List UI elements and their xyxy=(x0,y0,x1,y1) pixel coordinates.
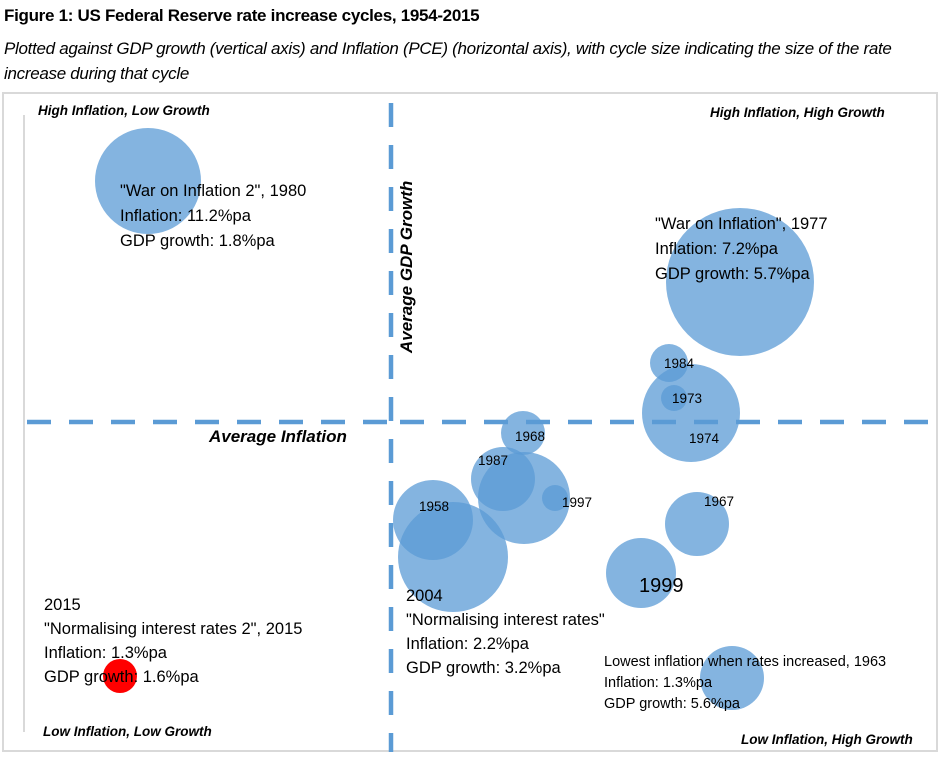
annotation-line: GDP growth: 5.7%pa xyxy=(655,265,811,283)
annotation-line: Inflation: 2.2%pa xyxy=(406,635,530,653)
annotation-line: GDP growth: 3.2%pa xyxy=(406,659,562,677)
bubble-label-1968: 1968 xyxy=(515,429,545,444)
annotation-line: "Normalising interest rates" xyxy=(406,611,605,629)
bubble-2004 xyxy=(398,502,508,612)
bubble-label-1987: 1987 xyxy=(478,453,508,468)
annotation-1963: Lowest inflation when rates increased, 1… xyxy=(604,654,886,712)
annotation-1980: "War on Inflation 2", 1980 Inflation: 11.… xyxy=(120,182,306,250)
x-axis-label: Average Inflation xyxy=(208,427,347,446)
annotation-line: 1967 xyxy=(704,494,734,509)
quadrant-label-bottom-left: Low Inflation, Low Growth xyxy=(43,724,212,739)
annotation-2015: 2015 "Normalising interest rates 2", 2015… xyxy=(44,596,302,686)
quadrant-label-bottom-right: Low Inflation, High Growth xyxy=(741,732,913,747)
annotation-line: 1984 xyxy=(664,356,695,371)
annotation-line: Lowest inflation when rates increased, 1… xyxy=(604,654,886,670)
quadrant-label-top-right: High Inflation, High Growth xyxy=(710,105,885,120)
bubble-label-1967: 1967 xyxy=(704,494,734,509)
annotation-line: 2015 xyxy=(44,596,81,614)
y-axis-label: Average GDP Growth xyxy=(397,181,416,354)
bubble-1977 xyxy=(666,208,814,356)
annotation-line: 1973 xyxy=(672,391,702,406)
chart-frame xyxy=(2,92,938,752)
annotation-2004: 2004 "Normalising interest rates" Inflatio… xyxy=(406,587,605,677)
annotation-line: Inflation: 1.3%pa xyxy=(44,644,168,662)
annotation-line: 1997 xyxy=(562,495,592,510)
bubble-label-1984: 1984 xyxy=(664,356,695,371)
annotation-line: Inflation: 1.3%pa xyxy=(604,675,713,691)
bubble-1999 xyxy=(606,538,676,608)
figure-subtitle: Plotted against GDP growth (vertical axi… xyxy=(4,39,892,83)
annotation-line: "Normalising interest rates 2", 2015 xyxy=(44,620,302,638)
annotation-line: "War on Inflation 2", 1980 xyxy=(120,182,306,200)
quadrant-label-top-left: High Inflation, Low Growth xyxy=(38,103,210,118)
bubble-1980 xyxy=(95,128,201,234)
annotation-line: 1987 xyxy=(478,453,508,468)
annotation-line: 1958 xyxy=(419,499,449,514)
annotation-line: 1999 xyxy=(639,575,684,597)
annotation-line: 1968 xyxy=(515,429,545,444)
annotation-line: Inflation: 11.2%pa xyxy=(120,207,252,225)
annotation-line: 1974 xyxy=(689,431,720,446)
bubble-2015 xyxy=(103,659,137,693)
bubble-1963 xyxy=(700,646,764,710)
bubble-1967 xyxy=(665,492,729,556)
bubble-1974 xyxy=(642,364,740,462)
bubble-label-1974: 1974 xyxy=(689,431,720,446)
annotation-line: GDP growth: 5.6%pa xyxy=(604,696,741,712)
annotation-1977: "War on Inflation", 1977 Inflation: 7.2%p… xyxy=(655,215,828,283)
annotation-line: Inflation: 7.2%pa xyxy=(655,240,779,258)
bubble-label-1997: 1997 xyxy=(562,495,592,510)
annotation-line: "War on Inflation", 1977 xyxy=(655,215,828,233)
bubble-unlabeled xyxy=(478,452,570,544)
bubble-1997 xyxy=(542,485,568,511)
annotation-line: 2004 xyxy=(406,587,443,605)
annotation-line: GDP growth: 1.8%pa xyxy=(120,232,276,250)
bubble-label-1999: 1999 xyxy=(639,575,684,597)
bubble-label-1958: 1958 xyxy=(419,499,449,514)
annotation-line: GDP growth: 1.6%pa xyxy=(44,668,200,686)
figure-title: Figure 1: US Federal Reserve rate increa… xyxy=(4,6,480,25)
bubble-label-1973: 1973 xyxy=(672,391,702,406)
